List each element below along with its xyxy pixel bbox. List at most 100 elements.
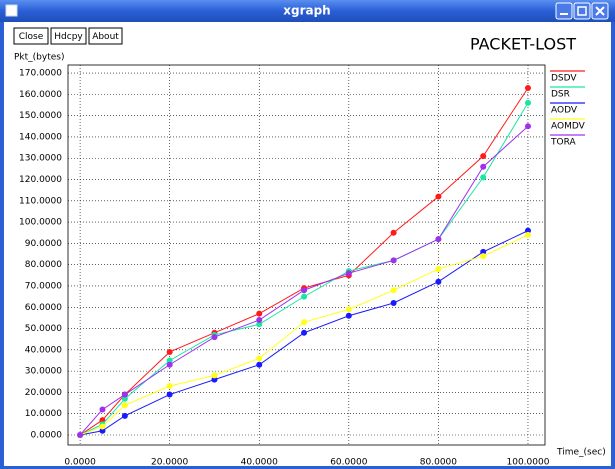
y-tick-label: 40.0000 [25,345,62,355]
data-point [435,236,442,243]
y-tick-label: 30.0000 [25,367,62,377]
data-point [524,84,531,91]
y-tick-label: 60.0000 [25,303,62,313]
legend-label: DSR [551,90,570,100]
data-point [77,431,84,438]
data-point [99,406,106,413]
data-point [524,231,531,238]
data-point [480,248,487,255]
x-tick-label: 80.0000 [420,458,457,468]
button-label[interactable]: Close [19,32,44,42]
client-area [4,22,611,466]
x-tick-label: 60.0000 [330,458,367,468]
data-point [390,257,397,264]
data-point [256,355,263,362]
data-point [256,310,263,317]
series-line [79,234,529,436]
data-point [166,357,173,364]
series-line [79,230,529,436]
data-point [121,402,128,409]
data-point [480,253,487,260]
data-point [166,383,173,390]
data-point [480,163,487,170]
y-tick-label: 130.0000 [19,154,62,164]
x-tick-label: 100.0000 [507,458,550,468]
legend-label: AOMDV [551,122,586,132]
maximize-button[interactable] [573,2,591,20]
close-button[interactable] [591,2,609,20]
series-line [79,102,529,436]
x-tick-label: 20.0000 [151,458,188,468]
data-point [524,227,531,234]
y-tick-label: 170.0000 [19,69,62,79]
data-point [99,417,106,424]
data-point [480,174,487,181]
data-point [166,348,173,355]
data-point [345,270,352,277]
data-point [256,317,263,324]
legend-label: AODV [551,106,578,116]
y-tick-label: 0.0000 [31,430,63,440]
title-bar [0,0,615,22]
data-point [390,229,397,236]
data-point [435,265,442,272]
data-point [256,321,263,328]
data-point [435,193,442,200]
y-tick-label: 110.0000 [19,196,62,206]
y-tick-label: 100.0000 [19,218,62,228]
chart-title: PACKET-LOST [470,35,576,54]
y-tick-label: 70.0000 [25,281,62,291]
data-point [390,287,397,294]
data-point [524,99,531,106]
data-point [99,427,106,434]
y-tick-label: 90.0000 [25,239,62,249]
y-tick-label: 80.0000 [25,260,62,270]
data-point [301,329,308,336]
data-point [121,391,128,398]
data-point [211,376,218,383]
data-point [121,395,128,402]
x-axis-label: Time_(sec) [556,448,606,458]
data-point [166,391,173,398]
x-tick-label: 40.0000 [241,458,278,468]
data-point [301,287,308,294]
minimize-button[interactable] [555,2,573,20]
window-icon [5,4,18,17]
y-tick-label: 20.0000 [25,388,62,398]
data-point [211,372,218,379]
button-hdcpy[interactable]: Hdcpy [50,27,87,45]
window-title: xgraph [283,4,330,18]
legend-label: DSDV [551,74,577,84]
button-label[interactable]: Hdcpy [54,32,83,42]
y-tick-label: 140.0000 [19,132,62,142]
series-line [79,87,529,436]
data-point [480,153,487,160]
button-close[interactable]: Close [13,27,49,45]
data-point [256,361,263,368]
y-tick-label: 160.0000 [19,90,62,100]
legend-label: TORA [550,138,576,148]
y-tick-label: 120.0000 [19,175,62,185]
data-point [99,423,106,430]
button-label[interactable]: About [92,32,119,42]
data-point [301,293,308,300]
y-tick-label: 150.0000 [19,111,62,121]
data-point [390,300,397,307]
data-point [345,312,352,319]
data-point [301,319,308,326]
data-point [166,361,173,368]
y-tick-label: 10.0000 [25,409,62,419]
y-tick-label: 50.0000 [25,324,62,334]
button-about[interactable]: About [88,27,123,45]
data-point [345,306,352,313]
data-point [524,123,531,130]
data-point [121,412,128,419]
series-line [79,125,529,436]
plot-border [67,64,546,446]
y-axis-label: Pkt_(bytes) [14,53,64,63]
x-tick-label: 0.0000 [64,458,96,468]
data-point [211,334,218,341]
data-point [435,278,442,285]
